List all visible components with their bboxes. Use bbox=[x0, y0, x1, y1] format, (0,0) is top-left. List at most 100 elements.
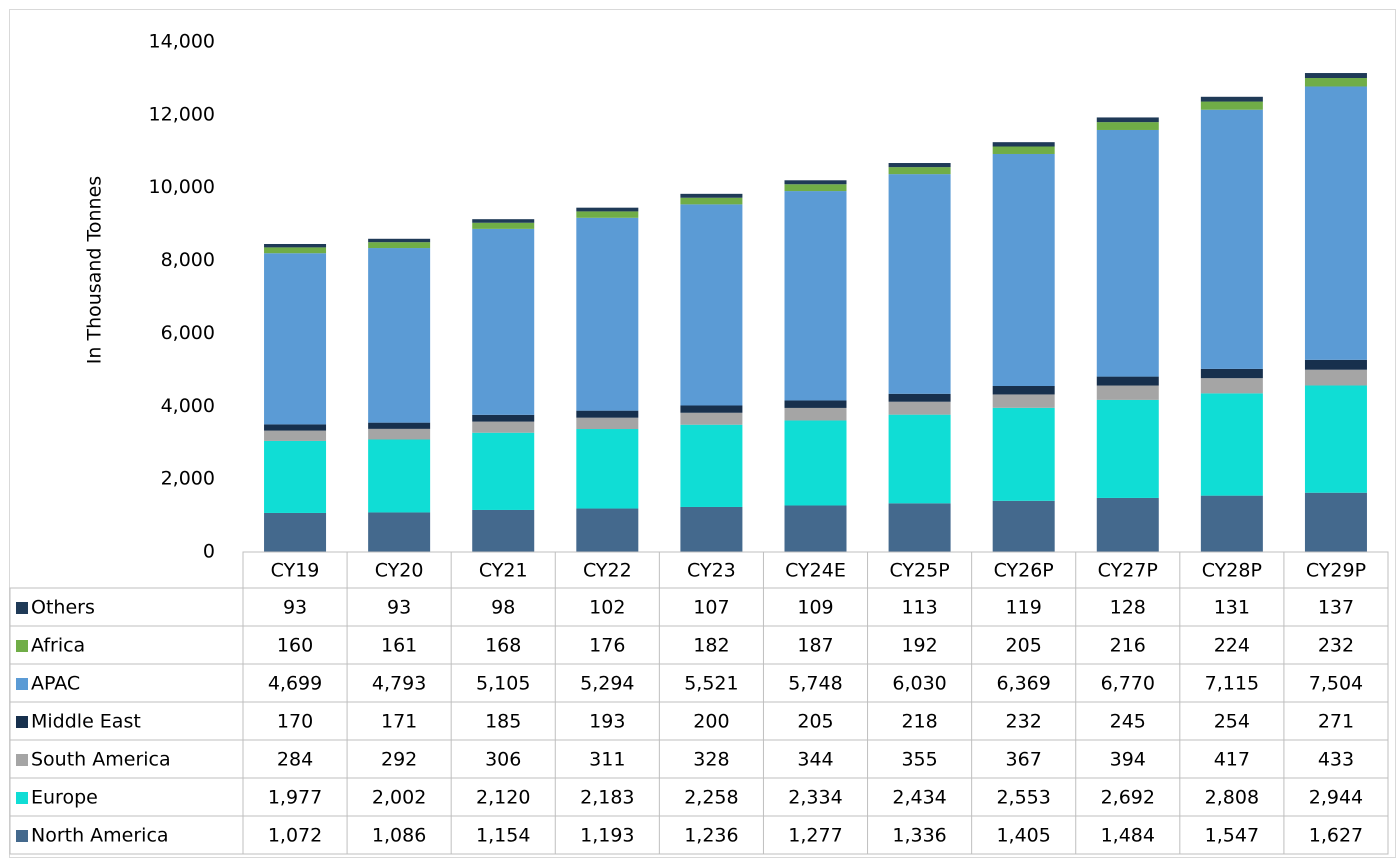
data-label: 119 bbox=[1006, 597, 1042, 619]
data-label: 193 bbox=[589, 711, 625, 733]
bar-segment bbox=[1304, 78, 1367, 87]
legend-swatch bbox=[16, 602, 28, 614]
data-label: 192 bbox=[901, 635, 937, 657]
data-label: 4,699 bbox=[268, 673, 322, 695]
data-label: 367 bbox=[1006, 749, 1042, 771]
data-label: 185 bbox=[485, 711, 521, 733]
data-label: 171 bbox=[381, 711, 417, 733]
bar-segment bbox=[368, 242, 431, 249]
bar-segment bbox=[368, 238, 431, 243]
bar-segment bbox=[784, 191, 847, 401]
data-label: 2,258 bbox=[684, 787, 738, 809]
y-tick-label: 8,000 bbox=[161, 249, 215, 271]
data-label: 417 bbox=[1214, 749, 1250, 771]
data-label: 1,484 bbox=[1101, 825, 1155, 847]
y-tick-label: 0 bbox=[203, 541, 215, 563]
data-label: 6,030 bbox=[892, 673, 946, 695]
bar-segment bbox=[1200, 378, 1263, 394]
data-label: 284 bbox=[277, 749, 313, 771]
bar-segment bbox=[264, 440, 327, 513]
bar-segment bbox=[680, 193, 743, 198]
x-tick-label: CY19 bbox=[271, 560, 320, 582]
bar-segment bbox=[784, 420, 847, 506]
data-label: 93 bbox=[283, 597, 307, 619]
x-tick-label: CY23 bbox=[687, 560, 736, 582]
y-axis-label: In Thousand Tonnes bbox=[84, 176, 106, 364]
data-label: 2,183 bbox=[580, 787, 634, 809]
data-label: 2,944 bbox=[1309, 787, 1363, 809]
x-tick-label: CY27P bbox=[1098, 560, 1158, 582]
data-label: 205 bbox=[797, 711, 833, 733]
bar-segment bbox=[1200, 368, 1263, 379]
data-label: 1,977 bbox=[268, 787, 322, 809]
bar-segment bbox=[1096, 129, 1159, 377]
y-tick-label: 6,000 bbox=[161, 322, 215, 344]
data-label: 5,294 bbox=[580, 673, 634, 695]
data-label: 292 bbox=[381, 749, 417, 771]
data-label: 216 bbox=[1110, 635, 1146, 657]
data-label: 1,236 bbox=[684, 825, 738, 847]
bar-segment bbox=[472, 219, 535, 223]
bar-segment bbox=[472, 509, 535, 552]
bar-segment bbox=[888, 414, 951, 504]
bar-segment bbox=[680, 412, 743, 425]
bar-segment bbox=[368, 422, 431, 429]
bar-segment bbox=[888, 167, 951, 175]
data-label: 170 bbox=[277, 711, 313, 733]
y-tick-label: 14,000 bbox=[149, 31, 215, 53]
data-label: 182 bbox=[693, 635, 729, 657]
bar-segment bbox=[680, 506, 743, 552]
data-label: 2,692 bbox=[1101, 787, 1155, 809]
x-tick-label: CY25P bbox=[889, 560, 949, 582]
bar-segment bbox=[992, 142, 1055, 147]
data-label: 2,553 bbox=[996, 787, 1050, 809]
bar-segment bbox=[992, 153, 1055, 386]
y-tick-label: 10,000 bbox=[149, 176, 215, 198]
x-tick-label: CY20 bbox=[375, 560, 424, 582]
data-label: 2,334 bbox=[788, 787, 842, 809]
data-label: 2,808 bbox=[1205, 787, 1259, 809]
bar-segment bbox=[1304, 492, 1367, 552]
legend-label: Others bbox=[31, 597, 95, 619]
data-label: 137 bbox=[1318, 597, 1354, 619]
bar-segment bbox=[368, 428, 431, 440]
x-tick-label: CY24E bbox=[785, 560, 846, 582]
bar-segment bbox=[576, 207, 639, 212]
bar-segment bbox=[576, 429, 639, 509]
data-label: 344 bbox=[797, 749, 833, 771]
data-label: 107 bbox=[693, 597, 729, 619]
bar-segment bbox=[784, 407, 847, 421]
data-label: 1,405 bbox=[996, 825, 1050, 847]
bar-segment bbox=[784, 400, 847, 408]
bar-segment bbox=[472, 432, 535, 510]
bar-segment bbox=[576, 217, 639, 411]
bar-segment bbox=[992, 146, 1055, 154]
bar-segment bbox=[1096, 117, 1159, 123]
data-label: 245 bbox=[1110, 711, 1146, 733]
bar-segment bbox=[368, 512, 431, 552]
bar-segment bbox=[888, 401, 951, 415]
bar-segment bbox=[472, 414, 535, 422]
bar-segment bbox=[1096, 376, 1159, 386]
data-label: 218 bbox=[901, 711, 937, 733]
y-tick-label: 12,000 bbox=[149, 103, 215, 125]
data-label: 4,793 bbox=[372, 673, 426, 695]
x-tick-label: CY21 bbox=[479, 560, 528, 582]
data-label: 1,154 bbox=[476, 825, 530, 847]
legend-label: Middle East bbox=[31, 711, 141, 733]
data-label: 1,086 bbox=[372, 825, 426, 847]
data-label: 254 bbox=[1214, 711, 1250, 733]
legend-swatch bbox=[16, 792, 28, 804]
bar-segment bbox=[1200, 495, 1263, 552]
data-label: 168 bbox=[485, 635, 521, 657]
data-label: 109 bbox=[797, 597, 833, 619]
data-label: 187 bbox=[797, 635, 833, 657]
data-label: 232 bbox=[1006, 711, 1042, 733]
data-label: 1,547 bbox=[1205, 825, 1259, 847]
bar-segment bbox=[888, 174, 951, 394]
data-label: 6,369 bbox=[996, 673, 1050, 695]
data-label: 1,193 bbox=[580, 825, 634, 847]
data-label: 271 bbox=[1318, 711, 1354, 733]
data-label: 176 bbox=[589, 635, 625, 657]
bar-segment bbox=[992, 407, 1055, 501]
